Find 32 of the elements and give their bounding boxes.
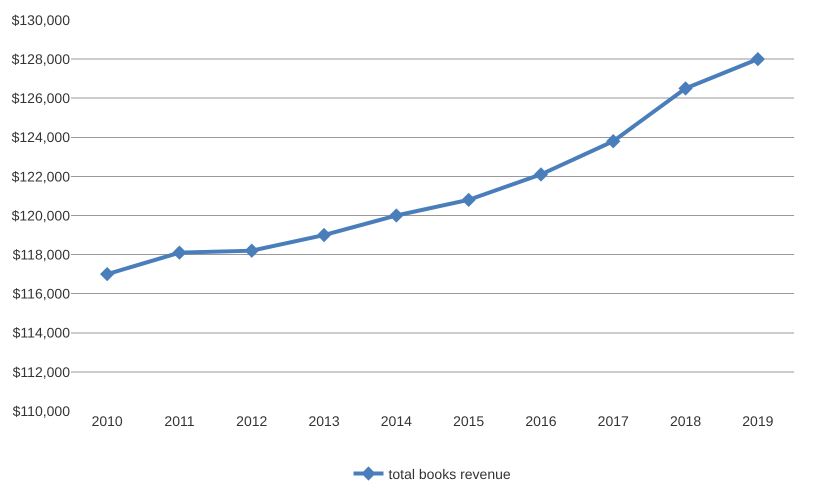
legend-label: total books revenue xyxy=(388,466,511,482)
y-tick-label: $116,000 xyxy=(12,286,70,302)
point xyxy=(389,208,404,223)
x-tick-label: 2015 xyxy=(453,413,484,429)
x-tick-label: 2011 xyxy=(164,413,195,429)
point xyxy=(606,134,620,148)
x-tick-label: 2019 xyxy=(742,413,774,429)
point xyxy=(750,52,765,66)
point xyxy=(244,244,259,258)
x-tick-label: 2016 xyxy=(525,413,557,429)
y-tick-label: $118,000 xyxy=(12,246,70,262)
x-tick-label: 2012 xyxy=(236,413,268,429)
point xyxy=(462,192,476,208)
point xyxy=(678,81,693,96)
y-tick-label: $114,000 xyxy=(12,324,70,341)
x-tick-label: 2010 xyxy=(92,413,123,429)
y-tick-label: $120,000 xyxy=(12,207,70,224)
x-tick-label: 2017 xyxy=(598,413,630,429)
y-tick-label: $122,000 xyxy=(12,168,70,184)
y-tick-label: $130,000 xyxy=(12,12,70,28)
y-tick-label: $128,000 xyxy=(12,51,70,67)
y-tick-label: $126,000 xyxy=(12,90,70,106)
point xyxy=(172,246,187,260)
y-tick-label: $110,000 xyxy=(12,402,70,419)
point xyxy=(316,228,332,242)
y-tick-label: $124,000 xyxy=(12,129,70,146)
x-tick-label: 2014 xyxy=(380,413,412,429)
point xyxy=(534,167,548,182)
x-tick-label: 2018 xyxy=(670,413,702,429)
y-tick-label: $112,000 xyxy=(12,364,70,380)
point xyxy=(100,267,114,282)
x-tick-label: 2013 xyxy=(308,413,340,429)
